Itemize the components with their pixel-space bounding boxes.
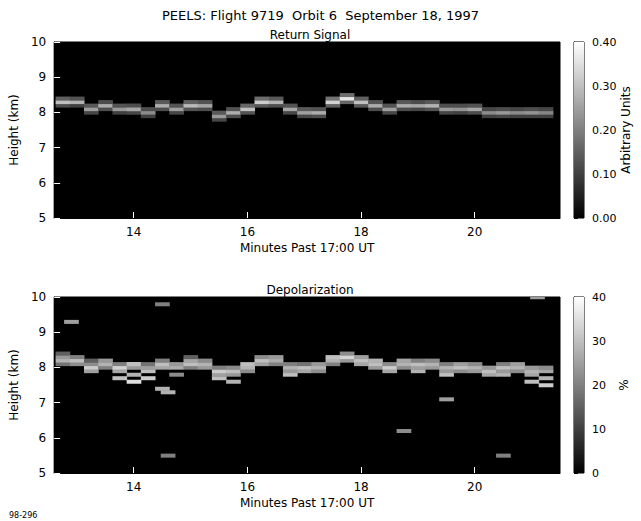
svg-text:0.10: 0.10 [592, 168, 617, 181]
svg-text:8: 8 [39, 105, 47, 119]
svg-text:6: 6 [39, 431, 47, 445]
svg-text:10: 10 [31, 35, 46, 49]
svg-text:20: 20 [592, 379, 606, 392]
svg-text:0.00: 0.00 [592, 212, 617, 225]
svg-text:0: 0 [592, 467, 599, 480]
svg-text:16: 16 [240, 225, 255, 239]
svg-text:%: % [617, 379, 631, 390]
svg-text:Depolarization: Depolarization [266, 283, 353, 297]
svg-text:20: 20 [467, 225, 482, 239]
svg-text:Minutes Past 17:00 UT: Minutes Past 17:00 UT [240, 496, 375, 510]
svg-text:5: 5 [39, 211, 47, 225]
svg-text:7: 7 [39, 396, 47, 410]
svg-text:16: 16 [240, 480, 255, 494]
svg-text:8: 8 [39, 360, 47, 374]
svg-text:5: 5 [39, 466, 47, 480]
svg-text:6: 6 [39, 176, 47, 190]
svg-text:98-296: 98-296 [9, 511, 37, 520]
svg-text:0.20: 0.20 [592, 124, 617, 137]
svg-text:18: 18 [353, 225, 368, 239]
svg-text:18: 18 [353, 480, 368, 494]
svg-text:9: 9 [39, 70, 47, 84]
svg-text:0.40: 0.40 [592, 36, 617, 49]
svg-text:14: 14 [126, 225, 141, 239]
svg-text:10: 10 [31, 290, 46, 304]
svg-text:10: 10 [592, 423, 606, 436]
svg-text:Return Signal: Return Signal [270, 28, 351, 42]
svg-text:20: 20 [467, 480, 482, 494]
svg-text:Height (km): Height (km) [7, 94, 21, 165]
svg-text:Height (km): Height (km) [7, 349, 21, 420]
svg-text:14: 14 [126, 480, 141, 494]
svg-text:Arbitrary Units: Arbitrary Units [619, 86, 633, 174]
svg-text:0.30: 0.30 [592, 80, 617, 93]
svg-text:Minutes Past 17:00 UT: Minutes Past 17:00 UT [240, 241, 375, 255]
svg-text:7: 7 [39, 141, 47, 155]
svg-text:9: 9 [39, 325, 47, 339]
svg-text:PEELS: Flight 9719 Orbit 6 S: PEELS: Flight 9719 Orbit 6 September 18,… [162, 8, 479, 23]
svg-text:30: 30 [592, 335, 606, 348]
svg-text:40: 40 [592, 291, 606, 304]
